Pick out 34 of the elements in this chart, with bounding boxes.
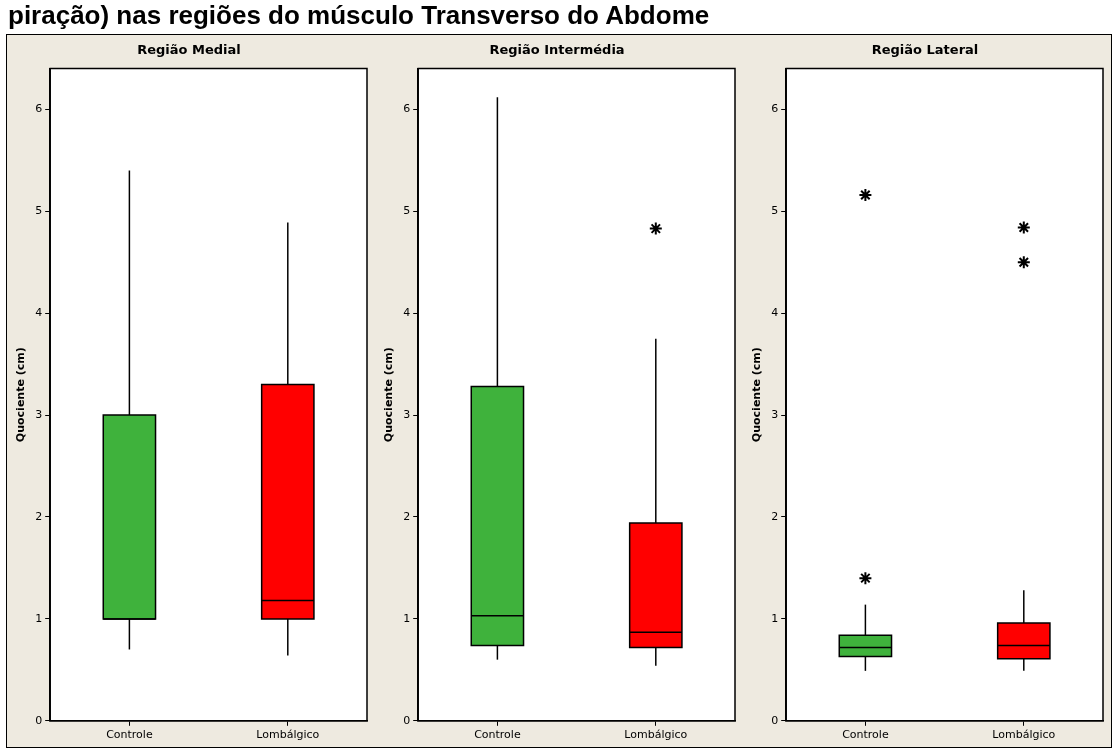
y-tick-label: 6 (35, 102, 43, 116)
y-tick-label: 5 (771, 204, 779, 218)
y-axis-title: Quociente (cm) (750, 347, 764, 443)
chart-title: Região Medial (137, 42, 241, 58)
text: piração) nas regiões do músculo Transverso do Abdome (8, 0, 710, 30)
y-tick-label: 1 (403, 611, 411, 625)
y-tick-label: 2 (771, 509, 779, 523)
x-tick-label: Lombálgico (256, 728, 320, 742)
x-tick-label: Controle (474, 728, 521, 742)
y-tick-label: 3 (771, 407, 779, 421)
y-tick-label: 1 (771, 611, 779, 625)
y-tick-label: 5 (403, 204, 411, 218)
y-tick-label: 3 (35, 407, 43, 421)
y-tick-label: 0 (771, 713, 779, 727)
y-tick-label: 4 (35, 306, 43, 320)
y-tick-label: 1 (35, 611, 43, 625)
y-tick-label: 3 (403, 407, 411, 421)
y-tick-label: 0 (35, 713, 43, 727)
y-tick-label: 5 (35, 204, 43, 218)
y-axis-title: Quociente (cm) (14, 347, 28, 443)
x-tick-label: Controle (842, 728, 889, 742)
y-axis-title: Quociente (cm) (382, 347, 396, 443)
chart-title: Região Lateral (871, 42, 979, 58)
y-tick-label: 2 (403, 509, 411, 523)
y-tick-label: 4 (403, 306, 411, 320)
x-tick-label: Lombálgico (624, 728, 688, 742)
y-tick-label: 4 (771, 306, 779, 320)
x-tick-label: Controle (106, 728, 153, 742)
y-tick-label: 6 (771, 102, 779, 116)
chart-title: Região Intermédia (489, 42, 625, 58)
y-tick-label: 0 (403, 713, 411, 727)
y-tick-label: 2 (35, 509, 43, 523)
x-tick-label: Lombálgico (992, 728, 1056, 742)
y-tick-label: 6 (403, 102, 411, 116)
